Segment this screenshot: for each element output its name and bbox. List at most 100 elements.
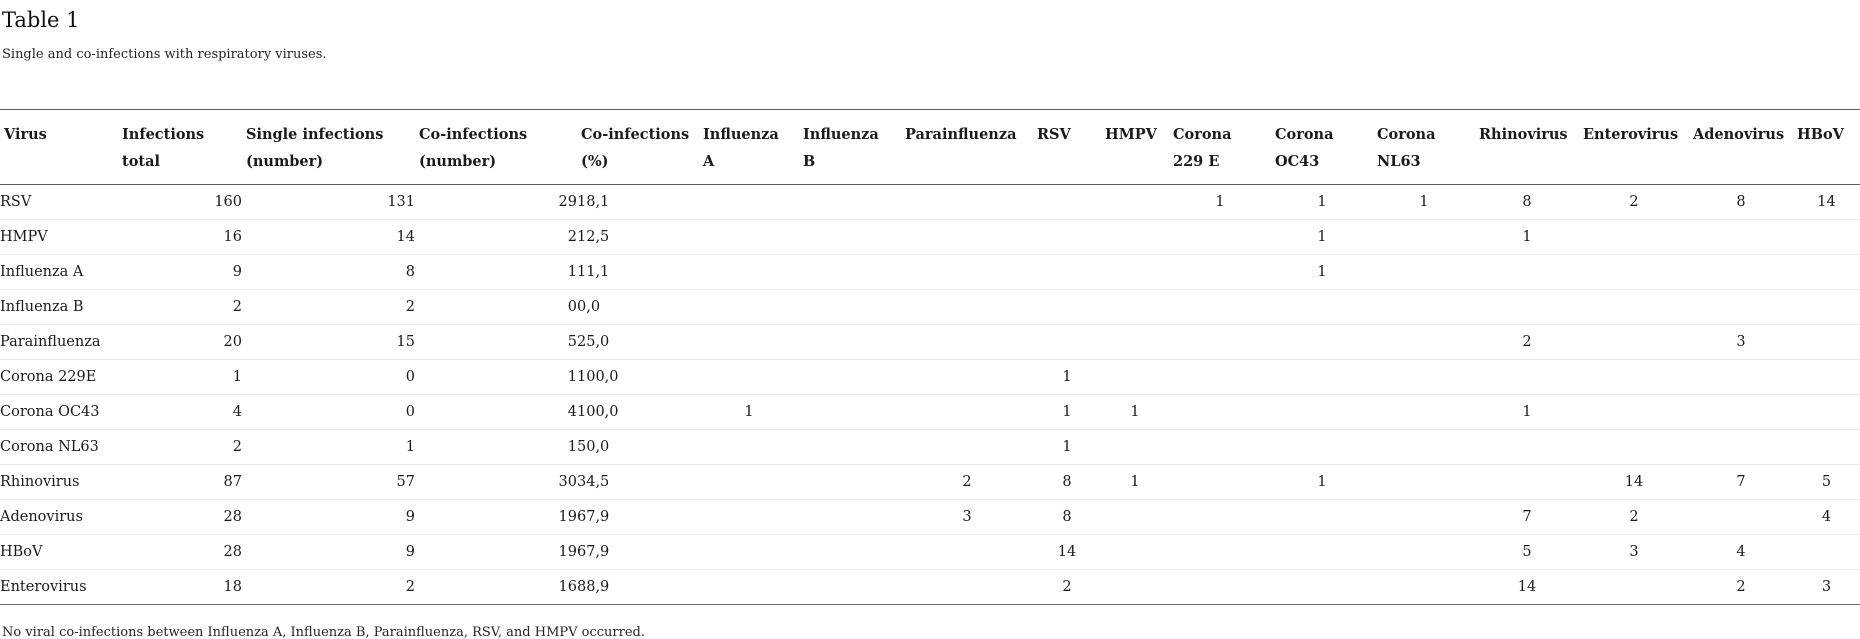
table-cell [1033,185,1101,220]
table-cell [901,534,1033,570]
table-cell: 2 [1475,324,1579,360]
column-header-infections-total: Infections total [118,110,242,185]
table-cell [699,499,799,535]
table-cell: 0 [242,394,415,430]
table-cell: 14 [1817,194,1836,210]
table-cell: 34,5 [577,464,699,500]
table-cell [799,394,901,430]
table-cell [1689,289,1793,325]
table-cell [1793,429,1860,465]
table-cell: 88,9 [577,569,699,605]
table-cell: 3 [1579,534,1689,570]
table-cell [1373,429,1475,465]
virus-name: Corona OC43 [0,394,118,430]
table-cell [901,289,1033,325]
table-cell [1793,324,1860,360]
table-cell: 1 [1475,394,1579,430]
table-cell [1689,254,1793,290]
header-row: Virus Infections total Single infections (nu… [0,109,1860,185]
table-cell [699,289,799,325]
table-cell [1579,429,1689,465]
table-cell: 8 [1522,194,1532,210]
column-header-corona-229-e: Corona 229 E [1169,110,1271,185]
table-cell [1169,534,1271,570]
table-cell [1169,429,1271,465]
table-cell: 2 [1629,194,1639,210]
table-cell: 0 [242,359,415,395]
table-cell [1475,464,1579,500]
table-cell: 0 [415,289,577,325]
table-cell [1101,289,1169,325]
table-cell: 2 [415,219,577,255]
column-header-line1: HMPV [1105,126,1157,143]
table-cell [1271,359,1373,395]
table-cell: 3 [1689,324,1793,360]
table-row-corona-229e: Corona 229E 1 0 1 100,0 1 [0,359,1860,395]
column-header-rhinovirus: Rhinovirus [1475,110,1579,185]
table-cell [1101,254,1169,290]
table-row-rsv: RSV 160 131 29 18,1 1 1 1 8 2 8 14 [0,185,1860,220]
table-cell: 7 [1689,464,1793,500]
column-header-enterovirus: Enterovirus [1579,110,1689,185]
table-cell: 57 [242,464,415,500]
table-cell [1793,219,1860,255]
column-header-line1: Corona [1377,126,1436,143]
table-cell [1689,499,1793,535]
column-header-line1: Virus [4,126,47,143]
table-cell [1271,429,1373,465]
table-row-enterovirus: Enterovirus 18 2 16 88,9 2 14 2 3 [0,569,1860,605]
table-cell [1033,289,1101,325]
table-cell: 1 [1033,429,1101,465]
table-cell: 5 [415,324,577,360]
table-row-corona-nl63: Corona NL63 2 1 1 50,0 1 [0,429,1860,465]
virus-name: Influenza A [0,254,118,290]
table-cell: 14 [1579,464,1689,500]
column-header-parainfluenza: Parainfluenza [901,110,1033,185]
table-cell [1689,394,1793,430]
table-cell: 1 [118,359,242,395]
table-cell [799,464,901,500]
table-cell [799,359,901,395]
table-cell: 8 [1736,194,1746,210]
table-cell [1101,499,1169,535]
table-cell: 1 [699,394,799,430]
table-cell [699,254,799,290]
table-cell: 3 [901,499,1033,535]
table-cell: 1 [1101,464,1169,500]
table-cell [1475,429,1579,465]
table-cell: 0,0 [577,289,699,325]
table-cell [699,569,799,605]
table-cell [1101,429,1169,465]
table-cell [1373,499,1475,535]
table-cell: 50,0 [577,429,699,465]
table-cell [799,254,901,290]
table-cell [1169,394,1271,430]
table-cell [1033,219,1101,255]
table-cell: 16 [415,569,577,605]
table-cell [1033,254,1101,290]
table-cell [799,429,901,465]
column-header-line1: Corona [1173,126,1232,143]
table-cell [699,219,799,255]
table-cell: 9 [118,254,242,290]
column-header-line1: Co-infections [419,126,528,143]
virus-name: Influenza B [0,289,118,325]
table-cell [1373,569,1475,605]
table-cell [699,534,799,570]
table-cell [1793,534,1860,570]
table-row-hbov: HBoV 28 9 19 67,9 14 5 3 4 [0,534,1860,570]
table-cell [799,185,901,220]
table-cell [1475,359,1579,395]
table-cell [799,219,901,255]
table-cell: 18,1 [577,194,610,210]
table-cell: 2 [242,289,415,325]
table-footnote: No viral co-infections between Influenza… [2,625,646,639]
table-cell [1169,359,1271,395]
table-cell [1169,569,1271,605]
table-cell: 1 [1101,394,1169,430]
table-cell: 19 [415,499,577,535]
table-cell: 2 [1033,569,1101,605]
column-header-rsv: RSV [1033,110,1101,185]
table-cell [1101,534,1169,570]
table-cell: 28 [118,499,242,535]
